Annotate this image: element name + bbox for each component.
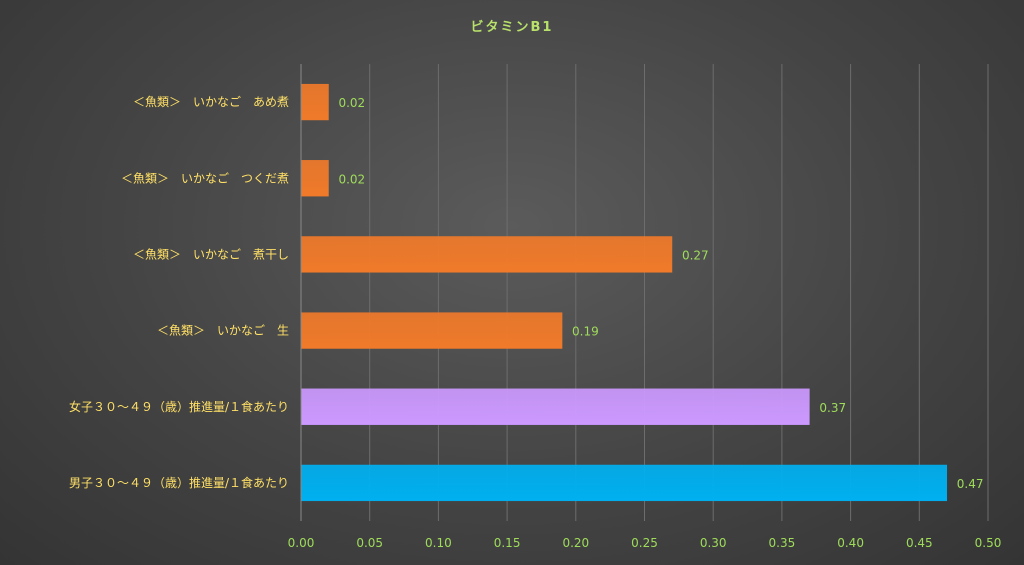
data-label: 0.02 [338, 96, 365, 110]
category-labels: ＜魚類＞ いかなご あめ煮 ＜魚類＞ いかなご つくだ煮 ＜魚類＞ いかなご 煮干し… [69, 94, 289, 490]
bar [300, 236, 673, 273]
data-label: 0.37 [819, 401, 846, 415]
category-label: ＜魚類＞ いかなご 生 [157, 323, 289, 338]
chart-title: ビタミンB1 [471, 19, 554, 35]
gridlines [369, 64, 989, 521]
bar [300, 388, 810, 425]
x-tick-labels: 0.00 0.05 0.10 0.15 0.20 0.25 0.30 0.35 0.40 0.45… [288, 536, 1002, 550]
category-label: 女子３０～４９（歳）推進量/１食あたり [69, 399, 289, 414]
category-label: ＜魚類＞ いかなご あめ煮 [133, 94, 289, 109]
x-tick-label: 0.10 [425, 536, 452, 550]
x-tick-label: 0.35 [769, 536, 796, 550]
data-label: 0.02 [338, 172, 365, 186]
category-label: 男子３０～４９（歳）推進量/１食あたり [69, 475, 289, 490]
data-label: 0.47 [957, 477, 984, 491]
category-label: ＜魚類＞ いかなご 煮干し [133, 246, 289, 261]
bars [300, 83, 948, 502]
x-tick-label: 0.00 [288, 536, 315, 550]
x-tick-label: 0.25 [631, 536, 658, 550]
x-tick-label: 0.30 [700, 536, 727, 550]
bar [300, 464, 948, 502]
bar [300, 312, 563, 349]
category-label: ＜魚類＞ いかなご つくだ煮 [121, 170, 289, 185]
x-tick-label: 0.05 [356, 536, 383, 550]
bar [300, 83, 329, 121]
bar [300, 160, 329, 197]
x-tick-label: 0.20 [562, 536, 589, 550]
data-labels: 0.02 0.02 0.27 0.19 0.37 0.47 [338, 96, 983, 491]
x-tick-label: 0.50 [975, 536, 1002, 550]
data-label: 0.27 [682, 248, 709, 262]
x-tick-label: 0.15 [494, 536, 521, 550]
x-tick-label: 0.40 [837, 536, 864, 550]
data-label: 0.19 [572, 325, 599, 339]
x-tick-label: 0.45 [906, 536, 933, 550]
